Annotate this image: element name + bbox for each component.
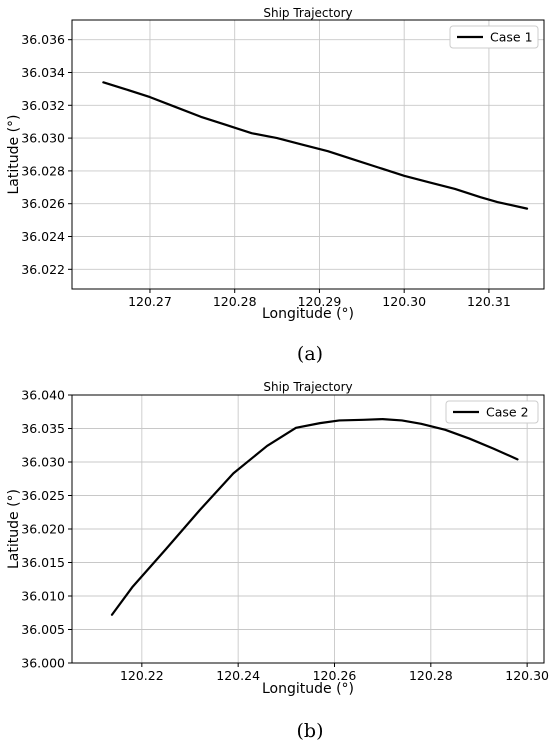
y-tick-label: 36.024 xyxy=(21,229,65,244)
legend-label: Case 2 xyxy=(486,405,529,420)
legend: Case 1 xyxy=(449,25,539,49)
legend-label: Case 1 xyxy=(490,30,533,45)
y-tick-label: 36.030 xyxy=(21,455,65,470)
legend-box xyxy=(445,400,539,424)
y-tick-label: 36.036 xyxy=(21,32,65,47)
y-tick-label: 36.015 xyxy=(21,555,65,570)
series-line-case-2 xyxy=(110,418,519,616)
plot-frame xyxy=(71,19,545,290)
legend-box xyxy=(449,25,539,49)
x-tick-label: 120.30 xyxy=(382,294,426,309)
x-tick-label: 120.29 xyxy=(298,294,342,309)
x-tick-label: 120.28 xyxy=(213,294,257,309)
y-tick-label: 36.010 xyxy=(21,589,65,604)
y-axis-label: Latitude (°) xyxy=(6,489,22,569)
x-axis-label: Longitude (°) xyxy=(262,306,354,322)
y-tick-label: 36.005 xyxy=(21,622,65,637)
y-tick-label: 36.020 xyxy=(21,522,65,537)
chart-title: Ship Trajectory xyxy=(263,6,352,20)
y-tick-label: 36.025 xyxy=(21,488,65,503)
chart-b: 120.22 120.24 120.26 120.28 120.30 36.000 36.0… xyxy=(6,380,549,742)
y-tick-label: 36.022 xyxy=(21,262,65,277)
y-tick-label: 36.040 xyxy=(21,388,65,403)
x-axis-label: Longitude (°) xyxy=(262,681,354,697)
chart-title: Ship Trajectory xyxy=(263,380,352,394)
x-tick-label: 120.27 xyxy=(128,294,172,309)
y-tick-label: 36.035 xyxy=(21,421,65,436)
figure-caption: (b) xyxy=(297,720,324,742)
x-tick-label: 120.26 xyxy=(313,668,357,683)
series-line-case-1 xyxy=(102,81,529,210)
x-tick-label: 120.28 xyxy=(409,668,453,683)
x-tick-label: 120.31 xyxy=(467,294,511,309)
y-tick-label: 36.028 xyxy=(21,163,65,178)
x-tick-label: 120.22 xyxy=(120,668,164,683)
y-tick-label: 36.026 xyxy=(21,196,65,211)
y-axis-label: Latitude (°) xyxy=(6,115,22,195)
y-tick-label: 36.030 xyxy=(21,131,65,146)
x-tick-label: 120.24 xyxy=(216,668,260,683)
figure-caption: (a) xyxy=(297,343,323,365)
y-tick-label: 36.032 xyxy=(21,98,65,113)
y-tick-label: 36.034 xyxy=(21,65,65,80)
legend: Case 2 xyxy=(445,400,539,424)
y-tick-label: 36.000 xyxy=(21,656,65,671)
x-tick-label: 120.30 xyxy=(505,668,549,683)
chart-a: 120.27 120.28 120.29 120.30 120.31 36.022 36.0… xyxy=(6,6,545,365)
